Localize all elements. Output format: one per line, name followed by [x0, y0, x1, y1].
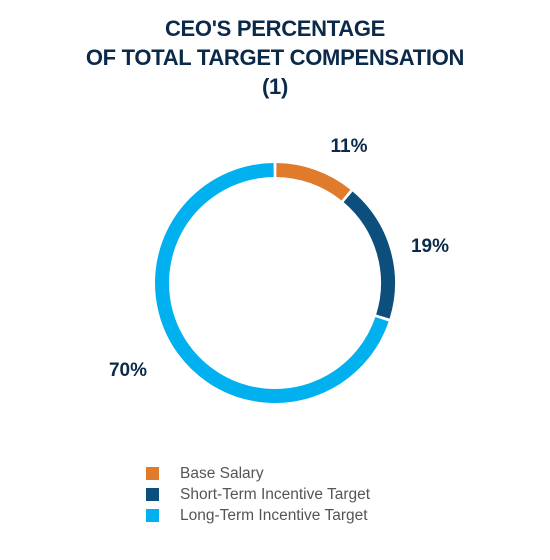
chart-title-line-2: OF TOTAL TARGET COMPENSATION — [85, 45, 465, 70]
legend-swatch-long-term-incentive — [146, 509, 159, 522]
chart-title: CEO'S PERCENTAGE OF TOTAL TARGET COMPENS… — [0, 14, 550, 101]
chart-title-line-3: (1) — [262, 74, 288, 99]
chart-legend: Base Salary Short-Term Incentive Target … — [146, 463, 370, 526]
legend-label-base-salary: Base Salary — [180, 464, 264, 482]
donut-slice-base-salary — [276, 163, 351, 201]
legend-swatch-base-salary — [146, 467, 159, 480]
donut-slice-long-term-incentive — [155, 163, 389, 403]
legend-label-short-term-incentive: Short-Term Incentive Target — [180, 485, 371, 503]
donut-slice-short-term-incentive — [343, 191, 395, 319]
legend-item-short-term-incentive: Short-Term Incentive Target — [146, 484, 370, 505]
legend-swatch-short-term-incentive — [146, 488, 159, 501]
data-label-base-salary: 11% — [331, 136, 368, 157]
data-label-short-term-incentive: 19% — [411, 236, 449, 257]
data-label-long-term-incentive: 70% — [109, 360, 147, 381]
legend-label-long-term-incentive: Long-Term Incentive Target — [180, 506, 368, 524]
legend-item-long-term-incentive: Long-Term Incentive Target — [146, 505, 370, 526]
legend-item-base-salary: Base Salary — [146, 463, 370, 484]
chart-title-line-1: CEO'S PERCENTAGE — [164, 16, 386, 41]
